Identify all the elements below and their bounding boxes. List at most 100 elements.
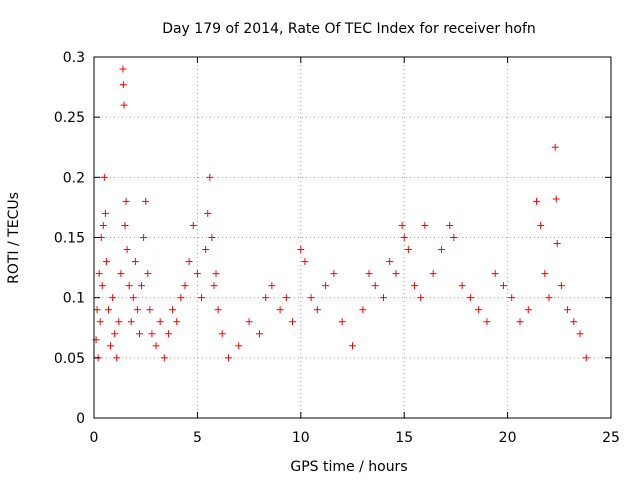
data-point bbox=[429, 270, 437, 278]
data-point bbox=[545, 294, 553, 302]
data-point bbox=[411, 282, 419, 290]
data-point bbox=[173, 318, 181, 326]
data-point bbox=[400, 234, 408, 241]
data-point bbox=[104, 306, 112, 314]
data-point bbox=[365, 270, 373, 278]
data-point bbox=[111, 330, 119, 338]
data-point bbox=[202, 246, 210, 254]
data-point bbox=[115, 318, 123, 326]
data-point bbox=[466, 294, 474, 302]
data-point bbox=[386, 258, 394, 266]
data-point bbox=[101, 209, 109, 217]
data-point bbox=[224, 354, 232, 362]
data-point bbox=[537, 221, 545, 229]
data-point bbox=[421, 221, 429, 229]
data-point bbox=[189, 221, 197, 229]
data-point bbox=[198, 294, 206, 302]
y-tick-label: 0.15 bbox=[54, 231, 85, 247]
data-point bbox=[99, 221, 107, 229]
data-point bbox=[458, 282, 466, 290]
data-point bbox=[177, 294, 185, 302]
data-point bbox=[491, 270, 499, 278]
x-tick-label: 15 bbox=[395, 430, 413, 446]
data-point bbox=[552, 195, 560, 203]
data-point bbox=[313, 306, 321, 314]
data-point bbox=[98, 282, 106, 290]
data-point bbox=[307, 294, 315, 302]
data-point bbox=[551, 143, 559, 151]
data-point bbox=[95, 270, 103, 278]
y-axis-label: ROTI / TECUs bbox=[6, 192, 22, 284]
data-point bbox=[255, 330, 263, 338]
x-axis-label: GPS time / hours bbox=[290, 459, 407, 475]
x-tick-label: 25 bbox=[602, 430, 620, 446]
data-point bbox=[100, 173, 108, 181]
x-tick-label: 10 bbox=[292, 430, 310, 446]
data-points bbox=[92, 65, 590, 362]
data-point bbox=[96, 318, 104, 326]
data-point bbox=[210, 282, 218, 290]
data-point bbox=[144, 270, 152, 278]
data-point bbox=[235, 342, 243, 350]
data-point bbox=[140, 234, 148, 241]
grid bbox=[94, 57, 611, 418]
data-point bbox=[380, 294, 388, 302]
plot-frame bbox=[93, 56, 612, 419]
data-point bbox=[437, 246, 445, 254]
data-point bbox=[127, 318, 135, 326]
data-point bbox=[146, 306, 154, 314]
data-point bbox=[268, 282, 276, 290]
data-point bbox=[208, 234, 216, 241]
data-point bbox=[349, 342, 356, 350]
data-point bbox=[516, 318, 524, 326]
data-point bbox=[152, 342, 160, 350]
data-point bbox=[499, 282, 507, 290]
data-point bbox=[475, 306, 483, 314]
x-tick-label: 5 bbox=[193, 430, 202, 446]
data-point bbox=[276, 306, 284, 314]
y-tick-label: 0.1 bbox=[63, 291, 85, 307]
data-point bbox=[218, 330, 226, 338]
data-point bbox=[181, 282, 189, 290]
data-point bbox=[245, 318, 253, 326]
data-point bbox=[117, 270, 125, 278]
data-point bbox=[576, 330, 584, 338]
data-point bbox=[553, 240, 561, 248]
data-point bbox=[131, 258, 139, 266]
data-point bbox=[564, 306, 572, 314]
data-point bbox=[123, 246, 131, 254]
data-point bbox=[212, 270, 220, 278]
data-point bbox=[113, 354, 121, 362]
data-point bbox=[107, 342, 115, 350]
data-point bbox=[301, 258, 309, 266]
axes: 0 0.05 0.1 0.15 0.2 0.25 0.3 0 5 10 15 20 25 bbox=[54, 50, 620, 446]
data-point bbox=[214, 306, 222, 314]
data-point bbox=[204, 209, 212, 217]
y-tick-label: 0.2 bbox=[63, 170, 85, 186]
data-point bbox=[359, 306, 367, 314]
data-point bbox=[102, 258, 110, 266]
data-point bbox=[119, 81, 127, 89]
data-point bbox=[185, 258, 193, 266]
data-point bbox=[164, 330, 172, 338]
data-point bbox=[322, 282, 330, 290]
data-point bbox=[148, 330, 156, 338]
data-point bbox=[338, 318, 346, 326]
data-point bbox=[109, 294, 117, 302]
data-point bbox=[125, 282, 133, 290]
data-point bbox=[533, 197, 541, 205]
data-point bbox=[557, 282, 565, 290]
y-tick-label: 0.3 bbox=[63, 50, 85, 66]
data-point bbox=[570, 318, 578, 326]
data-point bbox=[142, 197, 150, 205]
data-point bbox=[262, 294, 270, 302]
data-point bbox=[524, 306, 532, 314]
data-point bbox=[330, 270, 338, 278]
data-point bbox=[160, 354, 168, 362]
data-point bbox=[129, 294, 137, 302]
data-point bbox=[417, 294, 425, 302]
data-point bbox=[135, 330, 143, 338]
data-point bbox=[119, 65, 127, 73]
data-point bbox=[541, 270, 549, 278]
